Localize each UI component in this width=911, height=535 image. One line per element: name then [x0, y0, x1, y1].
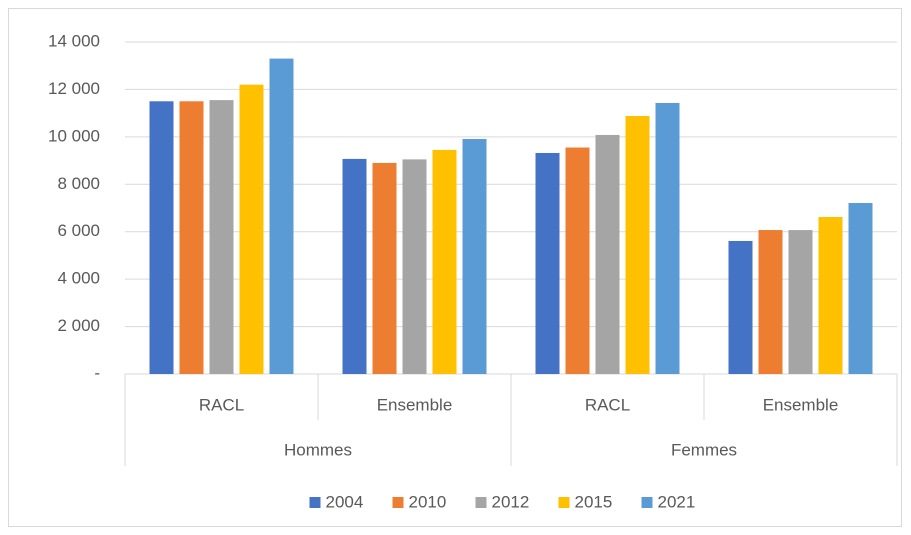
legend-swatch	[475, 497, 487, 508]
group-label: Femmes	[671, 440, 737, 459]
legend-swatch	[309, 497, 321, 508]
bar	[269, 58, 294, 374]
legend-swatch	[392, 497, 404, 508]
bar	[209, 100, 234, 374]
legend-label: 2015	[575, 492, 613, 511]
bar	[848, 203, 873, 374]
legend-label: 2004	[326, 492, 364, 511]
y-tick-label: 2 000	[57, 316, 100, 335]
y-tick-label: 4 000	[57, 269, 100, 288]
legend-label: 2012	[492, 492, 530, 511]
legend-label: 2021	[658, 492, 696, 511]
bar	[372, 162, 397, 374]
group-label: Hommes	[284, 440, 352, 459]
y-tick-label: 12 000	[48, 79, 100, 98]
x-tick-label: Ensemble	[763, 395, 839, 414]
legend-swatch	[558, 497, 570, 508]
y-tick-label: 6 000	[57, 221, 100, 240]
y-tick-label: 8 000	[57, 174, 100, 193]
bar	[565, 147, 590, 374]
bar	[149, 101, 174, 375]
bar	[595, 134, 620, 374]
bar	[625, 115, 650, 374]
bar	[179, 101, 204, 375]
bar	[432, 149, 457, 374]
bar	[818, 217, 843, 374]
legend-swatch	[641, 497, 653, 508]
bar	[239, 84, 264, 374]
bar	[758, 230, 783, 374]
bar	[535, 152, 560, 374]
bar	[655, 102, 680, 375]
bar	[788, 230, 813, 374]
bar	[462, 138, 487, 374]
legend-label: 2010	[409, 492, 447, 511]
x-tick-label: RACL	[585, 395, 630, 414]
y-tick-label: 10 000	[48, 126, 100, 145]
x-tick-label: RACL	[199, 395, 244, 414]
y-tick-label: -	[94, 363, 100, 382]
bar	[342, 158, 367, 374]
x-tick-label: Ensemble	[377, 395, 453, 414]
bar	[728, 240, 753, 374]
y-tick-label: 14 000	[48, 31, 100, 50]
bar	[402, 159, 427, 374]
